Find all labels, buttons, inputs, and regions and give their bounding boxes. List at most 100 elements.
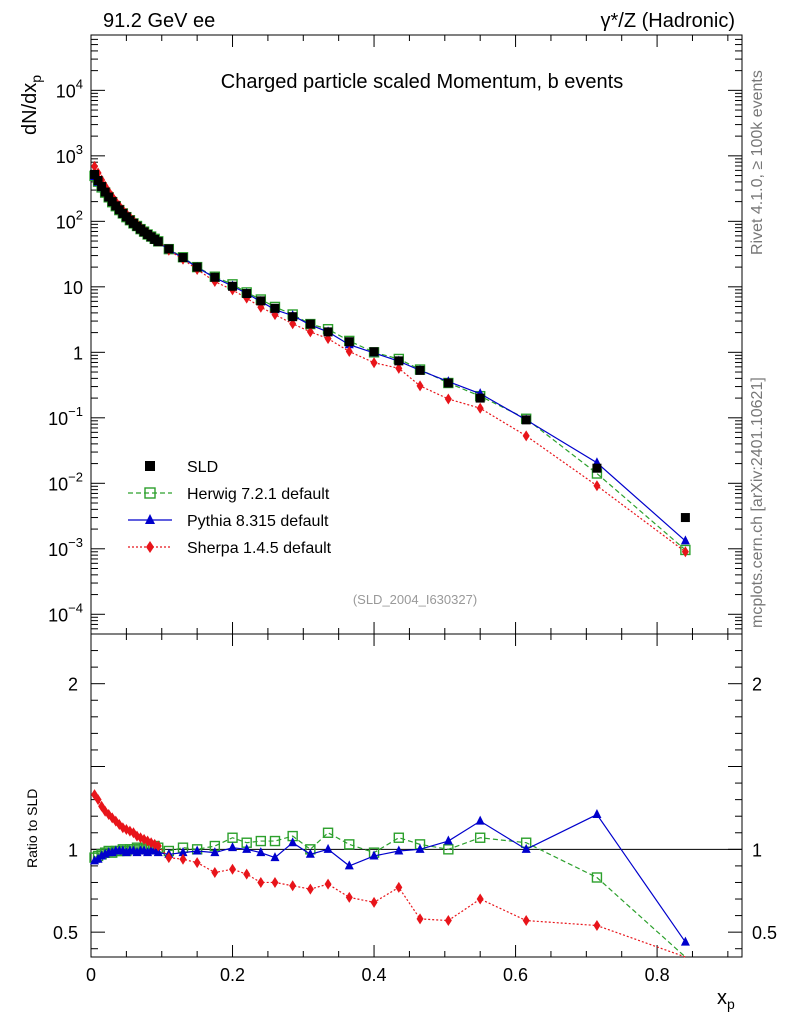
sld-point — [192, 262, 202, 272]
sld-point — [475, 393, 485, 403]
pythia-ratio-point — [210, 847, 220, 857]
pythia-ratio-point — [415, 843, 425, 853]
herwig-ratio-point — [474, 832, 486, 843]
rivet-label: Rivet 4.1.0, ≥ 100k events — [749, 70, 766, 255]
sherpa-ratio-point — [271, 876, 279, 888]
y-tick-label: 10 — [63, 278, 83, 298]
y-tick-label: 1 — [73, 343, 83, 363]
pythia-ratio-point — [680, 936, 690, 946]
sld-legend-marker — [145, 461, 155, 471]
ratio-tick-label: 0.5 — [752, 923, 777, 943]
ratio-tick-label: 1 — [68, 840, 78, 860]
sld-point — [210, 272, 220, 282]
x-tick-label: 0.4 — [362, 965, 387, 985]
pythia-point — [680, 535, 690, 545]
sherpa-ratio-point — [522, 915, 530, 927]
sherpa-ratio-point — [179, 853, 187, 865]
sherpa-ratio-point — [306, 883, 314, 895]
pythia-ratio-point — [178, 847, 188, 857]
sherpa-point — [444, 393, 452, 405]
sherpa-ratio-point — [165, 852, 173, 864]
sld-point — [680, 513, 690, 523]
pythia-ratio-point — [270, 852, 280, 862]
sld-point — [270, 303, 280, 313]
sherpa-ratio-point — [257, 876, 265, 888]
x-axis-label: xp — [717, 987, 735, 1012]
pythia-ratio-point — [228, 842, 238, 852]
sherpa-ratio-point — [211, 867, 219, 879]
pythia-legend-label: Pythia 8.315 default — [187, 513, 329, 530]
herwig-main-line — [94, 175, 686, 551]
sld-point — [521, 415, 531, 425]
sherpa-point — [476, 402, 484, 414]
ratio-tick-label: 2 — [68, 675, 78, 695]
y-axis-label: dN/dxp — [19, 75, 44, 135]
sherpa-ratio-point — [395, 881, 403, 893]
sherpa-ratio-point — [243, 868, 251, 880]
pythia-ratio-point — [592, 809, 602, 819]
sld-point — [97, 182, 107, 192]
sld-point — [164, 244, 174, 254]
pythia-ratio-point — [369, 850, 379, 860]
sherpa-ratio-point — [289, 880, 297, 892]
ratio-tick-label: 1 — [752, 840, 762, 860]
x-tick-label: 0.6 — [503, 965, 528, 985]
herwig-ratio-point — [255, 835, 267, 847]
sld-point — [323, 327, 333, 337]
herwig-ratio-point — [591, 872, 603, 883]
sld-point — [394, 356, 404, 366]
sherpa-ratio-point — [444, 915, 452, 927]
sld-point — [415, 365, 425, 375]
sld-legend-label: SLD — [187, 459, 218, 476]
herwig-ratio-point — [322, 827, 334, 838]
herwig-legend-label: Herwig 7.2.1 default — [187, 486, 330, 503]
sherpa-point — [345, 345, 353, 357]
sherpa-ratio-point — [94, 794, 102, 806]
y-tick-label: 104 — [56, 76, 83, 101]
sld-point — [443, 378, 453, 388]
sherpa-ratio-point — [193, 857, 201, 869]
x-tick-label: 0.2 — [220, 965, 245, 985]
sld-point — [242, 289, 252, 299]
y-tick-label: 103 — [56, 142, 83, 167]
sherpa-ratio-point — [370, 896, 378, 908]
sld-point — [288, 312, 298, 322]
pythia-ratio-point — [153, 847, 163, 857]
ratio-frame — [90, 633, 743, 958]
legend: SLD Herwig 7.2.1 default Pythia 8.315 defa… — [128, 459, 332, 557]
sherpa-point — [91, 160, 99, 172]
pythia-ratio-point — [305, 848, 315, 858]
sld-point — [369, 347, 379, 357]
sherpa-point — [522, 430, 530, 442]
sherpa-legend-marker — [146, 541, 154, 553]
y-tick-label: 102 — [56, 207, 83, 232]
y-tick-label: 10−2 — [48, 469, 83, 494]
pythia-ratio-point — [394, 845, 404, 855]
sherpa-main-line — [94, 166, 686, 553]
sld-point — [178, 253, 188, 263]
sld-point — [104, 192, 114, 202]
sld-point — [305, 319, 315, 329]
ratio-tick-label: 2 — [752, 675, 762, 695]
pythia-ratio-point — [192, 845, 202, 855]
sherpa-point — [370, 357, 378, 369]
x-tick-label: 0 — [86, 965, 96, 985]
sherpa-ratio-point — [593, 920, 601, 932]
sld-point — [344, 337, 354, 347]
ratio-axis-label: Ratio to SLD — [24, 789, 40, 868]
analysis-id: (SLD_2004_I630327) — [353, 592, 477, 607]
y-tick-label: 10−1 — [48, 404, 83, 429]
y-tick-label: 10−3 — [48, 535, 83, 560]
sherpa-point — [681, 546, 689, 558]
sherpa-point — [593, 480, 601, 492]
header-right: γ*/Z (Hadronic) — [601, 10, 735, 32]
plot-title: Charged particle scaled Momentum, b even… — [221, 71, 623, 93]
herwig-legend-marker — [144, 487, 156, 499]
header-left: 91.2 GeV ee — [103, 10, 215, 32]
sld-point — [100, 187, 110, 197]
sld-point — [93, 176, 103, 186]
sherpa-ratio-point — [345, 891, 353, 903]
sld-point — [228, 281, 238, 291]
pythia-ratio-point — [475, 815, 485, 825]
